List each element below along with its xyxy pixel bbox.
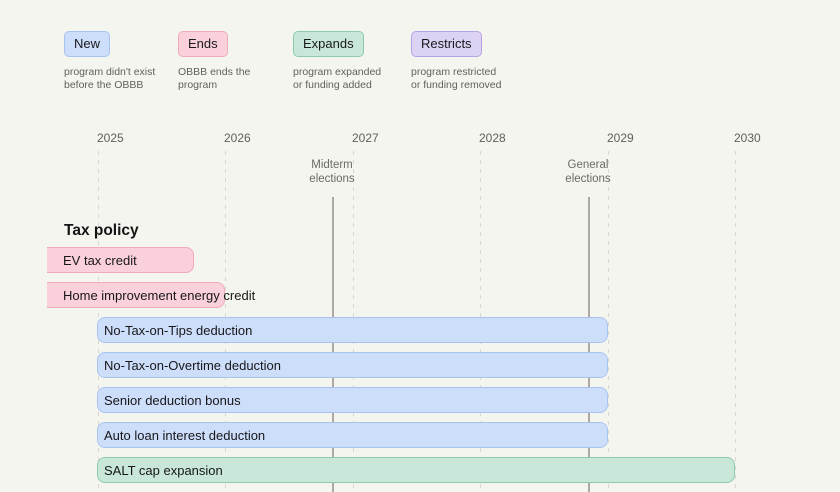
legend-description-restricts: program restricted or funding removed: [411, 66, 502, 91]
timeline-bar: Senior deduction bonus: [97, 387, 608, 413]
year-tick-label: 2029: [607, 131, 634, 145]
section-title: Tax policy: [64, 222, 139, 239]
legend-item-expands: Expands program expanded or funding adde…: [293, 31, 389, 92]
election-label: General elections: [565, 159, 611, 185]
legend-description-expands: program expanded or funding added: [293, 66, 382, 91]
bar-label: Senior deduction bonus: [104, 392, 241, 408]
legend-badge-expands: Expands: [293, 31, 364, 57]
year-tick-label: 2025: [97, 131, 124, 145]
election-line: [588, 197, 590, 492]
timeline-bar: Auto loan interest deduction: [97, 422, 608, 448]
year-gridline: [608, 151, 609, 492]
legend-item-ends: Ends OBBB ends the program: [178, 31, 274, 92]
legend-item-restricts: Restricts program restricted or funding …: [411, 31, 507, 92]
election-label: Midterm elections: [309, 159, 355, 185]
legend-badge-new: New: [64, 31, 111, 57]
bar-label: Home improvement energy credit: [63, 287, 256, 303]
legend-badge-restricts: Restricts: [411, 31, 482, 57]
year-gridline: [735, 151, 736, 492]
year-tick-label: 2026: [224, 131, 251, 145]
legend-description-new: program didn't exist before the OBBB: [64, 66, 156, 91]
bar-label: SALT cap expansion: [104, 462, 223, 478]
legend-item-new: New program didn't exist before the OBBB: [64, 31, 160, 92]
year-tick-label: 2027: [352, 131, 379, 145]
election-line: [332, 197, 334, 492]
timeline-bar: EV tax credit: [47, 247, 194, 273]
bar-label: Auto loan interest deduction: [104, 427, 266, 443]
bar-label: EV tax credit: [63, 252, 137, 268]
bar-label: No-Tax-on-Overtime deduction: [104, 357, 282, 373]
timeline-bar: SALT cap expansion: [97, 457, 735, 483]
legend-badge-ends: Ends: [178, 31, 228, 57]
timeline-bar: Home improvement energy credit: [47, 282, 255, 308]
year-tick-label: 2028: [479, 131, 506, 145]
timeline-bar: No-Tax-on-Overtime deduction: [97, 352, 608, 378]
timeline-bar: No-Tax-on-Tips deduction: [97, 317, 608, 343]
legend-description-ends: OBBB ends the program: [178, 66, 251, 91]
bar-label: No-Tax-on-Tips deduction: [104, 322, 253, 338]
year-tick-label: 2030: [734, 131, 761, 145]
